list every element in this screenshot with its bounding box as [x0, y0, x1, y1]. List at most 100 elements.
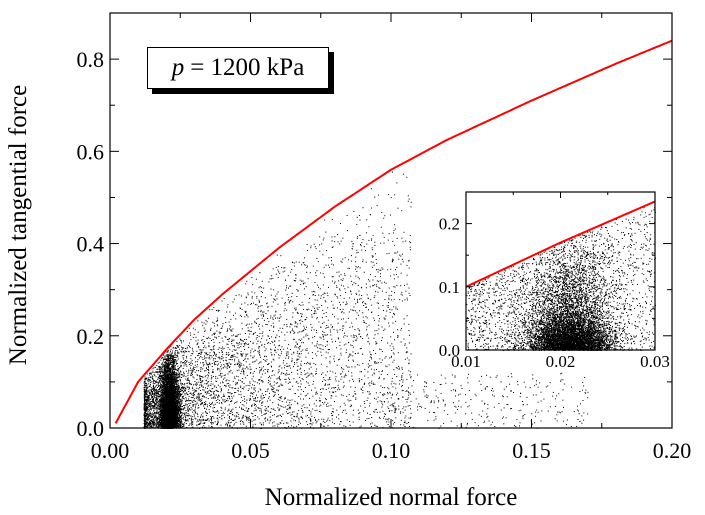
scatter-point: [175, 388, 177, 389]
scatter-point: [176, 424, 178, 426]
scatter-point: [168, 425, 170, 427]
scatter-point: [178, 388, 179, 390]
scatter-point: [164, 405, 166, 407]
scatter-point: [168, 361, 169, 363]
scatter-point: [179, 397, 181, 399]
scatter-point: [181, 397, 183, 399]
scatter-point: [175, 383, 177, 385]
scatter-point: [175, 420, 177, 422]
scatter-point: [183, 418, 184, 420]
scatter-point: [168, 356, 170, 358]
scatter-point: [181, 387, 183, 389]
scatter-point: [174, 410, 176, 412]
scatter-point: [173, 370, 175, 372]
scatter-point: [171, 361, 173, 363]
scatter-point: [167, 357, 169, 359]
scatter-point: [163, 401, 165, 403]
scatter-point: [167, 397, 169, 399]
scatter-point: [160, 408, 162, 410]
scatter-point: [178, 348, 180, 350]
scatter-point: [170, 370, 172, 372]
scatter-point: [172, 386, 174, 388]
scatter-point: [171, 395, 172, 397]
scatter-point: [171, 402, 173, 404]
scatter-point: [174, 347, 176, 349]
scatter-point: [176, 418, 177, 420]
scatter-point: [177, 399, 179, 401]
scatter-point: [161, 377, 163, 379]
scatter-point: [172, 373, 174, 375]
scatter-point: [175, 369, 177, 371]
scatter-point: [172, 350, 174, 352]
scatter-point: [182, 417, 184, 418]
scatter-point: [179, 412, 181, 414]
scatter-point: [160, 374, 162, 376]
scatter-point: [162, 365, 163, 367]
scatter-point: [165, 361, 167, 363]
scatter-point: [173, 374, 175, 376]
scatter-point: [166, 371, 168, 373]
scatter-point: [177, 418, 178, 420]
scatter-point: [228, 321, 230, 323]
scatter-point: [177, 386, 179, 388]
scatter-point: [162, 362, 164, 364]
scatter-point: [159, 425, 161, 427]
scatter-point: [181, 383, 183, 384]
scatter-point: [177, 397, 179, 399]
scatter-point: [174, 356, 176, 358]
scatter-point: [171, 355, 172, 357]
scatter-point: [155, 391, 157, 393]
scatter-point: [166, 401, 168, 403]
scatter-point: [160, 397, 162, 398]
scatter-point: [160, 415, 162, 417]
scatter-point: [160, 403, 162, 405]
scatter-point: [177, 381, 179, 383]
scatter-point: [170, 363, 172, 365]
scatter-point: [176, 396, 178, 398]
scatter-point: [172, 356, 174, 358]
scatter-point: [170, 350, 171, 352]
scatter-point: [177, 376, 179, 378]
scatter-point: [164, 404, 166, 406]
scatter-point: [165, 387, 167, 389]
scatter-point: [177, 419, 178, 421]
scatter-point: [169, 380, 171, 382]
scatter-point: [172, 361, 174, 363]
scatter-point: [172, 403, 174, 405]
scatter-point: [312, 422, 314, 424]
scatter-point: [176, 385, 178, 387]
scatter-point: [177, 351, 179, 353]
scatter-point: [177, 389, 179, 391]
scatter-point: [175, 404, 177, 406]
scatter-point: [158, 361, 160, 363]
scatter-point: [176, 405, 178, 407]
scatter-point: [164, 359, 166, 360]
scatter-point: [185, 396, 187, 398]
scatter-point: [160, 378, 162, 380]
scatter-point: [174, 377, 176, 379]
scatter-point: [160, 359, 162, 361]
scatter-point: [173, 410, 175, 412]
scatter-point: [175, 374, 177, 376]
scatter-point: [165, 370, 167, 372]
scatter-point: [163, 407, 165, 409]
scatter-point: [170, 399, 172, 401]
scatter-point: [158, 402, 160, 404]
scatter-point: [154, 390, 156, 392]
scatter-point: [178, 386, 180, 388]
scatter-point: [339, 288, 340, 290]
scatter-point: [167, 370, 169, 372]
scatter-point: [177, 423, 179, 424]
scatter-point: [170, 349, 172, 351]
scatter-point: [177, 417, 179, 419]
scatter-point: [181, 421, 183, 423]
scatter-point: [163, 387, 165, 389]
scatter-point: [173, 407, 175, 409]
scatter-point: [175, 410, 177, 412]
scatter-point: [164, 416, 166, 418]
scatter-point: [165, 364, 167, 366]
scatter-point: [159, 417, 161, 419]
scatter-point: [355, 318, 357, 320]
scatter-point: [167, 423, 169, 425]
scatter-point: [173, 416, 175, 418]
